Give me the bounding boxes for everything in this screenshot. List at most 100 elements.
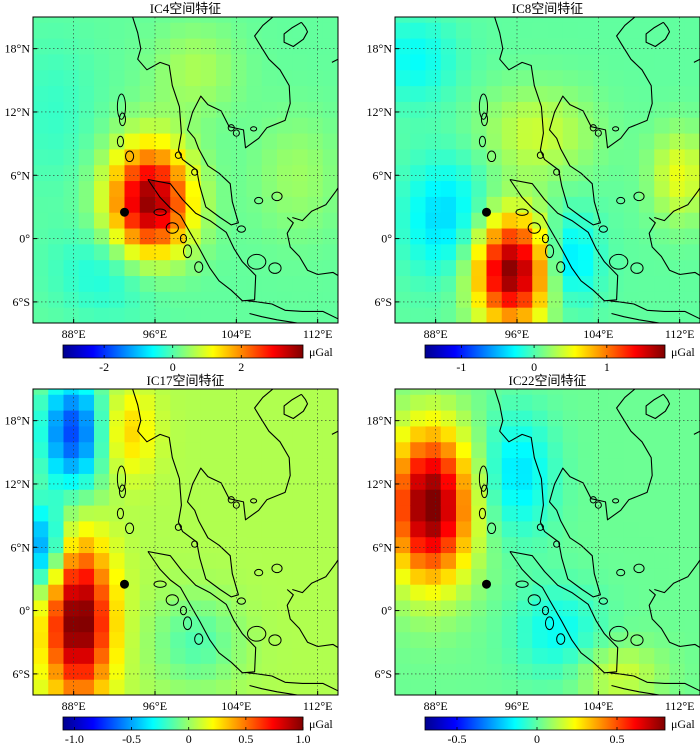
heat-cell [261,275,278,292]
heat-cell [139,505,156,522]
heat-cell [124,473,141,490]
heat-cell [48,600,64,617]
heat-cell [578,410,594,427]
heat-cell [440,22,457,39]
coastline [654,559,700,594]
heat-cell [654,473,670,490]
heat-cell [684,457,700,474]
heat-cell [94,148,110,166]
heat-cell [109,22,125,39]
heat-cell [185,133,202,150]
coastline [286,217,338,276]
heat-cell [216,568,232,585]
heat-cell [124,212,141,229]
heat-cell [517,536,533,554]
heat-cell [139,148,156,166]
heat-cell [440,259,457,277]
heat-cell [501,615,518,633]
heat-cell [486,552,503,569]
heat-cell [684,473,700,490]
heat-cell [200,275,217,292]
colorbar-gradient [62,716,304,731]
y-tick-label: 6°S [375,667,392,681]
colorbar-tick-label: 1 [604,360,610,374]
heat-cell [639,631,655,649]
heat-cell [292,425,308,443]
heat-cell [78,69,95,87]
heat-cell [33,615,49,633]
heat-cell [608,389,625,395]
island [250,126,258,132]
coastline [147,550,257,674]
heat-cell [185,536,202,554]
heat-cell [623,600,640,617]
heat-cell [63,679,80,695]
heat-cell [216,228,232,245]
heat-cell [669,180,686,197]
heat-cell [532,394,548,411]
heat-cell [562,473,579,490]
heat-cell [456,243,472,261]
heat-cell [63,473,80,490]
heat-cell [593,228,609,245]
heat-cell [517,69,533,87]
heat-cell [155,394,171,411]
heat-cell [48,615,64,633]
island [174,523,182,531]
heat-cell [547,196,564,213]
heat-cell [139,307,156,323]
heat-cell [139,679,156,695]
island [478,465,489,492]
heat-cell [395,133,411,150]
heat-cell [246,180,263,197]
heat-cell [322,38,338,55]
heat-cell [608,85,625,102]
heat-cell [593,148,609,166]
heat-cell [216,259,232,277]
heat-cell [277,536,293,554]
heat-cell [684,117,700,134]
heat-cell [578,291,594,308]
heat-cell [216,663,232,680]
y-tick-label: 6°S [13,667,30,681]
heat-cell [639,600,655,617]
heat-cell [593,53,609,71]
heat-cell [410,228,426,245]
heat-cell [501,53,518,71]
heat-cell [578,473,594,490]
heat-cell [200,243,217,261]
heat-cell [684,275,700,292]
heat-cell [425,17,442,23]
heat-cell [307,180,324,197]
heat-cell [471,307,487,323]
heat-cell [501,38,518,55]
heat-cell [410,259,426,277]
heat-cell [200,148,217,166]
heat-cell [608,148,625,166]
heat-cell [593,212,609,229]
heat-cell [654,291,670,308]
heat-cell [471,180,487,197]
heat-cell [578,259,594,277]
heat-cell [33,505,49,522]
island [544,616,555,631]
heat-cell [456,389,472,395]
heat-cell [139,85,156,102]
heat-cell [322,259,338,277]
heat-cell [48,410,64,427]
heat-cell [170,615,186,633]
heat-cell [639,117,655,134]
heat-cell [139,275,156,292]
heat-cell [170,212,186,229]
heat-cell [532,307,548,323]
heat-cell [684,243,700,261]
heat-cell [277,520,293,538]
heat-cell [593,600,609,617]
heat-cell [562,148,579,166]
heat-cell [517,196,533,213]
panel-1: 88°E 96°E 104°E 112°E18°N12°N6°N0°6°SIC4空间特… [5,1,339,374]
heat-cell [124,552,141,569]
coastline [249,684,301,695]
x-tick-label: 112°E [665,699,695,713]
heat-cell [410,180,426,197]
